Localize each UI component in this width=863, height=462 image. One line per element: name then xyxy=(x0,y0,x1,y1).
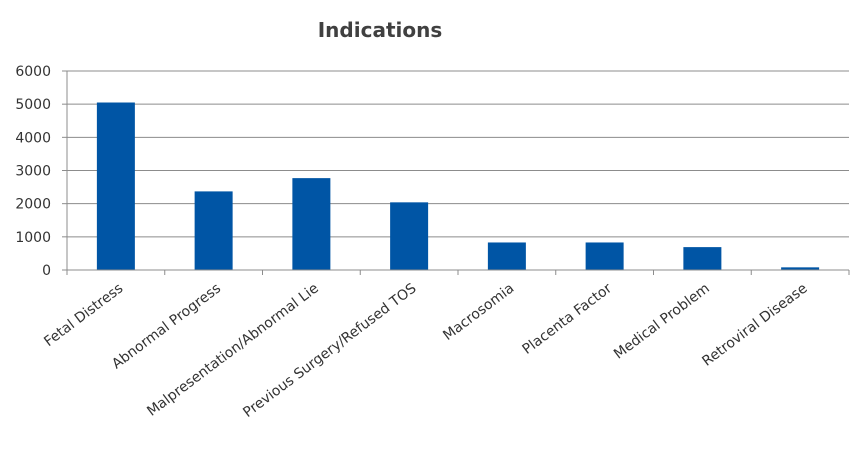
bar xyxy=(194,191,233,270)
x-tick-label: Medical Problem xyxy=(611,280,713,362)
bar xyxy=(96,102,135,270)
y-tick-label: 6000 xyxy=(15,64,51,80)
y-tick-labels: 0 1000 2000 3000 4000 5000 6000 xyxy=(15,64,51,279)
x-tick-label: Macrosomia xyxy=(440,280,517,344)
bar xyxy=(683,247,722,270)
y-tick-label: 2000 xyxy=(15,197,51,213)
gridlines xyxy=(67,70,849,238)
chart-title: Indications xyxy=(318,18,443,42)
y-tick-label: 0 xyxy=(42,263,51,279)
bars xyxy=(96,102,820,270)
bar xyxy=(390,202,429,270)
bar xyxy=(292,178,331,270)
x-tick-label: Placenta Factor xyxy=(520,280,616,358)
x-tick-label: Malpresentation/Abnormal Lie xyxy=(144,280,321,419)
x-tick-label: Previous Surgery/Refused TOS xyxy=(240,280,419,421)
bar xyxy=(585,242,624,270)
bar xyxy=(487,242,526,270)
x-tick-label: Fetal Distress xyxy=(41,280,126,350)
y-tick-label: 4000 xyxy=(15,130,51,146)
y-tick-label: 5000 xyxy=(15,97,51,113)
x-tick-label: Retroviral Disease xyxy=(699,280,810,369)
axes xyxy=(62,70,850,275)
y-tick-label: 1000 xyxy=(15,230,51,246)
bar xyxy=(781,267,820,270)
y-tick-label: 3000 xyxy=(15,164,51,180)
